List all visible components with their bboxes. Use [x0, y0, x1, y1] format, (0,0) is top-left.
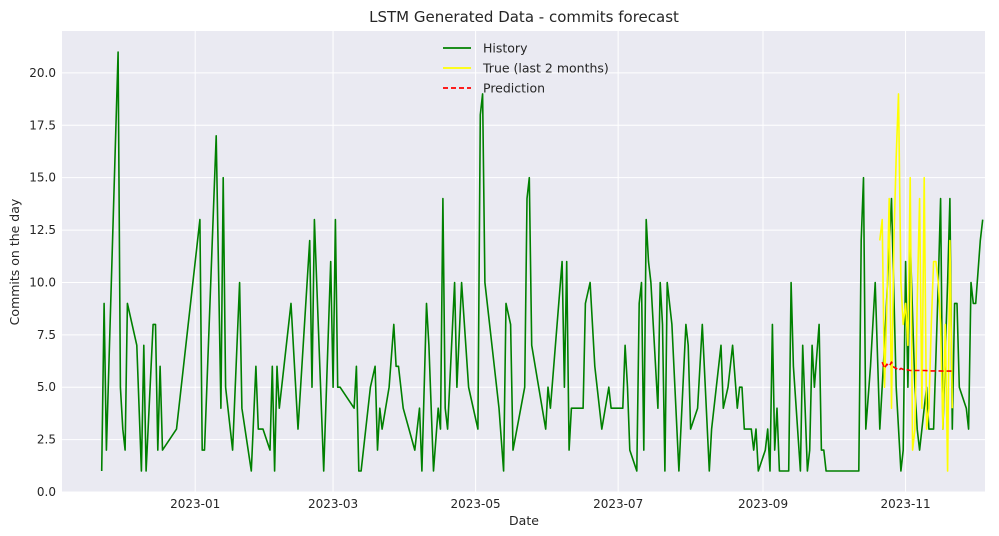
- y-tick-label: 17.5: [29, 118, 56, 132]
- y-tick-label: 15.0: [29, 171, 56, 185]
- x-axis-label: Date: [509, 513, 539, 528]
- y-axis-label: Commits on the day: [7, 198, 22, 325]
- tick-labels: 0.0 2.5 5.0 7.5 10.0 12.5 15.0 17.5 20.0 2023-01 2…: [29, 66, 930, 511]
- x-tick-label: 2023-09: [738, 497, 788, 511]
- y-tick-label: 2.5: [37, 433, 56, 447]
- x-tick-label: 2023-07: [593, 497, 643, 511]
- y-tick-label: 10.0: [29, 275, 56, 289]
- y-tick-label: 7.5: [37, 328, 56, 342]
- y-tick-label: 5.0: [37, 380, 56, 394]
- legend: History True (last 2 months) Prediction: [443, 41, 609, 96]
- legend-label-prediction: Prediction: [483, 81, 545, 96]
- chart-title: LSTM Generated Data - commits forecast: [369, 8, 679, 26]
- x-tick-label: 2023-01: [170, 497, 220, 511]
- series-line-prediction: [881, 361, 953, 372]
- legend-label-true-last-2-months: True (last 2 months): [482, 61, 609, 76]
- y-tick-label: 20.0: [29, 66, 56, 80]
- x-tick-label: 2023-05: [451, 497, 501, 511]
- grid: [62, 31, 985, 493]
- series-group: [100, 51, 984, 472]
- series-line-history: [100, 51, 984, 472]
- legend-label-history: History: [483, 41, 528, 56]
- plot-area: [62, 31, 985, 492]
- x-tick-label: 2023-03: [308, 497, 358, 511]
- y-tick-label: 12.5: [29, 223, 56, 237]
- y-tick-label: 0.0: [37, 485, 56, 499]
- series-line-true-last-2-months: [879, 93, 954, 472]
- x-tick-label: 2023-11: [880, 497, 930, 511]
